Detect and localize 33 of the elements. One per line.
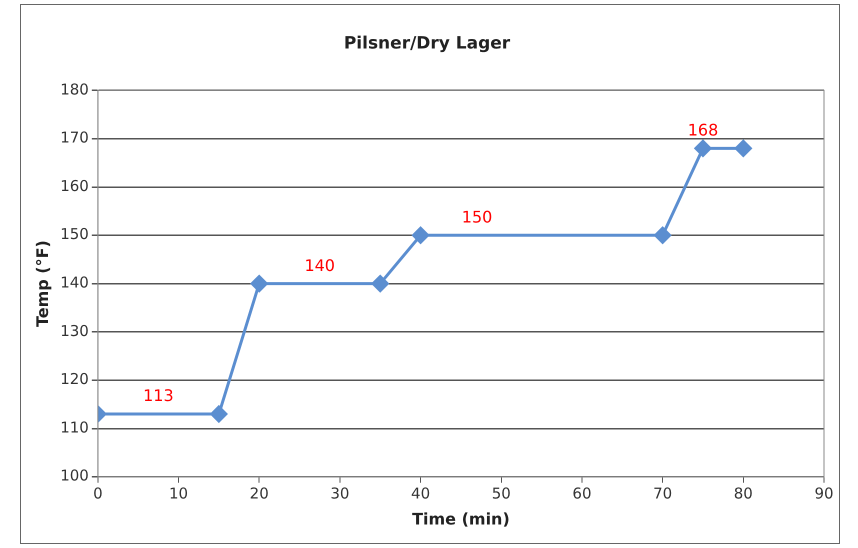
y-tick-label: 150: [60, 225, 89, 244]
annotation: 168: [688, 120, 718, 140]
point: [210, 406, 228, 423]
y-tick-label: 130: [60, 322, 89, 340]
x-tick-label: 40: [411, 484, 430, 503]
x-tick-label: 60: [572, 484, 592, 503]
x-tick-label: 80: [734, 484, 753, 503]
annotation: 140: [304, 256, 335, 275]
x-tick-label: 70: [653, 484, 672, 503]
point: [250, 275, 268, 292]
point: [734, 140, 752, 157]
x-tick-label: 30: [330, 484, 350, 503]
annotation: 150: [462, 207, 492, 226]
point: [412, 226, 430, 244]
point: [694, 140, 712, 157]
x-tick-label: 90: [814, 484, 834, 503]
y-tick-label: 120: [60, 370, 89, 388]
point: [654, 226, 672, 244]
point: [372, 275, 389, 292]
y-tick-label: 170: [60, 128, 89, 147]
y-tick-label: 100: [60, 466, 89, 485]
chart-title: Pilsner/Dry Lager: [344, 34, 511, 54]
y-axis-title: Temp (°F): [32, 240, 52, 328]
x-tick-label: 10: [168, 484, 188, 503]
y-tick-label: 110: [60, 418, 89, 436]
y-tick-label: 160: [60, 176, 89, 195]
y-tick-label: 140: [60, 273, 89, 292]
annotation: 113: [143, 386, 174, 406]
x-tick-label: 20: [250, 484, 269, 503]
x-tick-label: 0: [93, 484, 103, 503]
y-tick-label: 180: [60, 80, 89, 98]
x-tick-label: 50: [492, 484, 511, 503]
x-axis-title: Time (min): [412, 510, 510, 529]
